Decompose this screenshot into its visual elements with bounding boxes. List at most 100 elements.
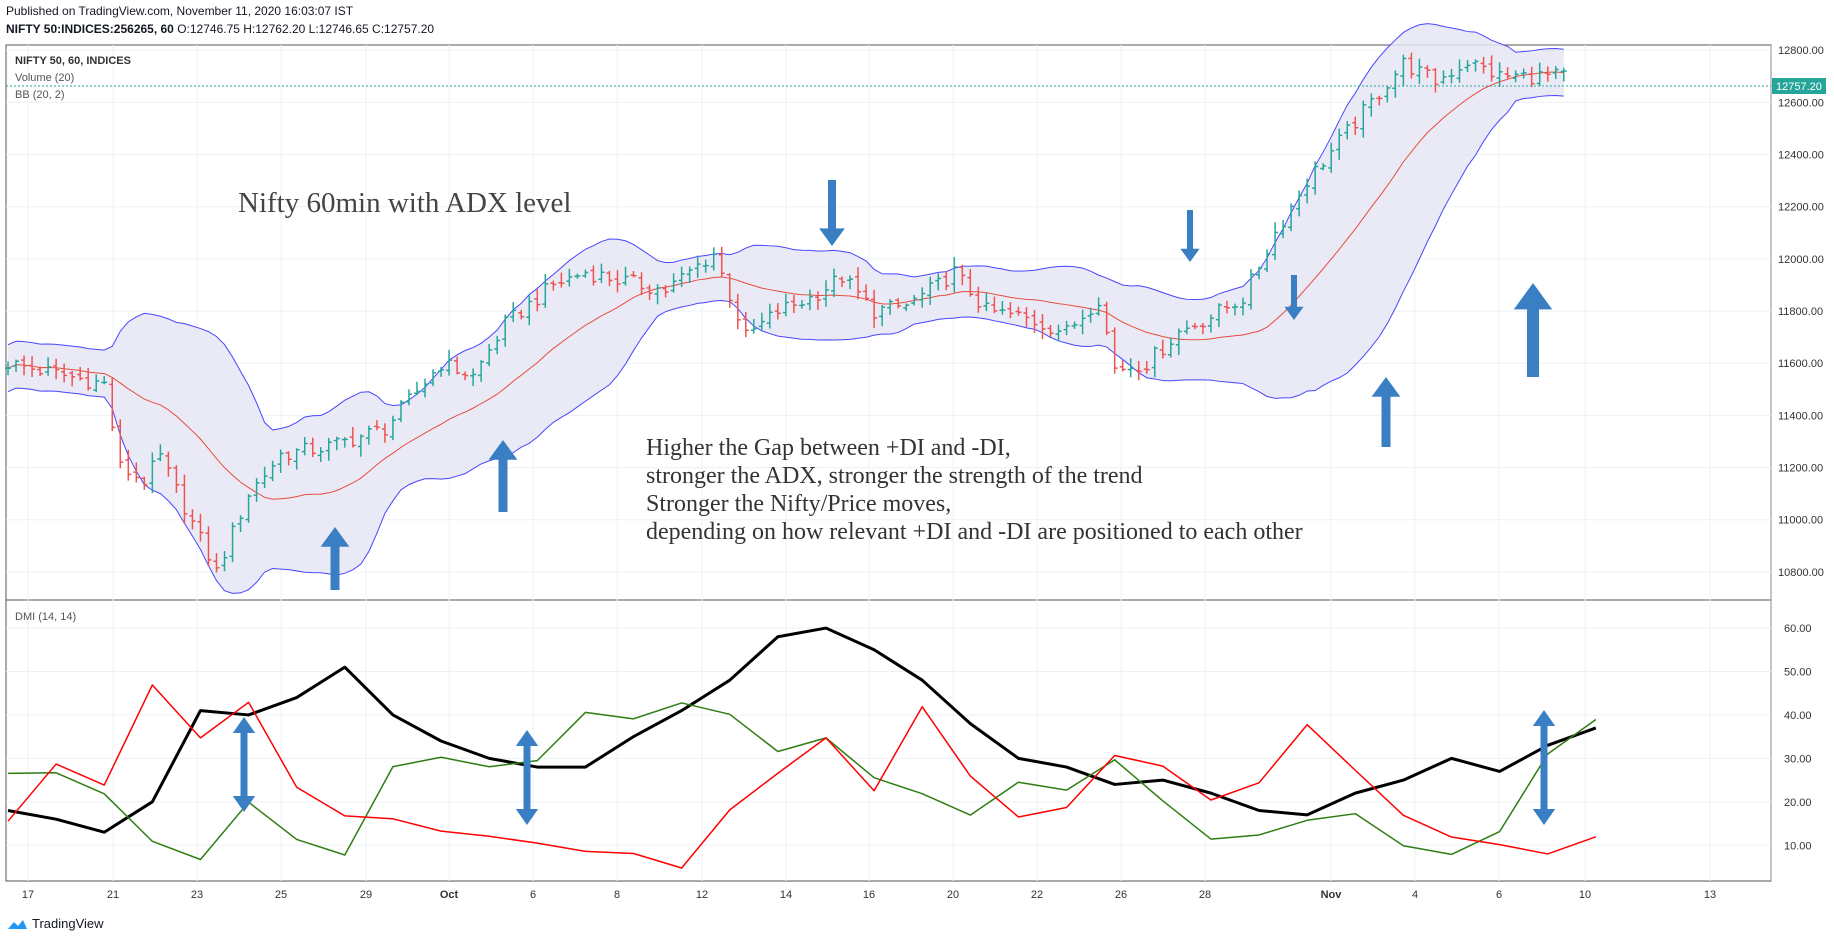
- ohlc-bar: [109, 377, 116, 432]
- ohlc-bar: [181, 474, 188, 525]
- double-arrow: [232, 717, 256, 812]
- ohlc-bar: [317, 447, 324, 463]
- price-tick-label: 11400.00: [1778, 410, 1823, 422]
- ohlc-bar: [1552, 66, 1559, 79]
- ohlc-bar: [157, 444, 164, 462]
- ohlc-bar: [365, 425, 372, 445]
- time-tick-label: 14: [780, 889, 792, 901]
- ohlc-bar: [53, 358, 60, 380]
- ohlc-bar: [566, 268, 573, 287]
- ohlc-bar: [855, 267, 862, 300]
- last-price-label: 12757.20: [1776, 81, 1822, 93]
- price-tick-label: 11200.00: [1778, 463, 1823, 475]
- ohlc-bar: [37, 366, 44, 377]
- ohlc-bar: [510, 302, 517, 322]
- ohlc-bar: [422, 378, 429, 398]
- ohlc-bar: [1119, 360, 1126, 372]
- time-tick-label: 10: [1579, 889, 1591, 901]
- ohlc-bar: [718, 246, 725, 278]
- double-arrow: [1532, 710, 1556, 825]
- bb-lower-line: [7, 95, 1564, 594]
- ohlc-bar: [614, 270, 621, 293]
- time-tick-label: 23: [191, 889, 203, 901]
- arrow-head: [1284, 306, 1304, 320]
- up-arrow: [1371, 377, 1401, 447]
- ohlc-bar: [598, 263, 605, 284]
- ohlc-bar: [911, 294, 918, 306]
- dmi-tick-label: 50.00: [1784, 667, 1812, 679]
- ohlc-bar: [1183, 320, 1190, 335]
- annotation-arrows: [232, 180, 1556, 825]
- ohlc-bar: [1520, 68, 1527, 79]
- ohlc-bar: [582, 269, 589, 278]
- ohlc-bar: [638, 272, 645, 296]
- price-tick-label: 11600.00: [1778, 358, 1823, 370]
- dmi-lines: [7, 626, 1597, 869]
- ohlc-bar: [1199, 323, 1206, 335]
- ohlc-bar: [1448, 68, 1455, 84]
- ohlc-bar: [1191, 322, 1198, 330]
- time-tick-label: 22: [1031, 889, 1043, 901]
- ohlc-bar: [750, 318, 757, 334]
- ohlc-bar: [389, 415, 396, 441]
- ohlc-bar: [502, 314, 509, 347]
- ohlc-bar: [710, 247, 717, 271]
- footer-brand: TradingView: [32, 916, 104, 931]
- ohlc-bar: [622, 266, 629, 286]
- ohlc-bar: [462, 371, 469, 381]
- price-tick-label: 12200.00: [1778, 202, 1824, 214]
- ohlc-bar: [1384, 85, 1391, 103]
- ohlc-bar: [702, 259, 709, 273]
- down-arrow: [1180, 210, 1200, 262]
- ohlc-bar: [847, 275, 854, 290]
- ohlc-bar: [381, 423, 388, 443]
- dmi-tick-label: 10.00: [1784, 840, 1812, 852]
- ohlc-bar: [646, 284, 653, 301]
- minus-di-line: [7, 684, 1597, 869]
- ohlc-bar: [935, 273, 942, 291]
- ohlc-bar: [686, 266, 693, 284]
- ohlc-bar: [606, 270, 613, 287]
- ohlc-bar: [1215, 303, 1222, 328]
- ohlc-bar: [959, 264, 966, 286]
- ohlc-bar: [1480, 56, 1487, 74]
- ohlc-bar: [558, 272, 565, 288]
- ohlc-bar: [373, 420, 380, 431]
- time-tick-label: 6: [530, 889, 536, 901]
- ohlc-bar: [1504, 67, 1511, 79]
- ohlc-bar: [125, 449, 132, 481]
- chart-annotation-title: Nifty 60min with ADX level: [238, 187, 571, 219]
- ohlc-bar: [1392, 70, 1399, 98]
- ohlc-bar: [534, 289, 541, 312]
- ohlc-bar: [1143, 361, 1150, 374]
- ohlc-bar: [1456, 59, 1463, 83]
- ohlc-bar: [413, 381, 420, 396]
- time-tick-label: 20: [947, 889, 959, 901]
- arrow-head: [1371, 377, 1401, 397]
- ohlc-bar: [357, 434, 364, 457]
- ohlc-bar: [5, 361, 11, 376]
- arrow-head: [1180, 248, 1200, 262]
- ohlc-bar: [197, 513, 204, 542]
- ohlc-bar: [438, 366, 445, 377]
- price-bars: [5, 52, 1567, 573]
- ohlc-bar: [349, 427, 356, 448]
- ohlc-bar: [1464, 59, 1471, 73]
- ohlc-bar: [1296, 190, 1303, 217]
- ohlc-bar: [1087, 307, 1094, 323]
- ohlc-bar: [494, 335, 501, 355]
- ohlc-bar: [277, 449, 284, 473]
- last-price-marker: 12757.20: [6, 78, 1826, 94]
- ohlc-bar: [149, 452, 156, 494]
- dmi-legend: DMI (14, 14): [15, 611, 76, 623]
- arrow-head-up: [1532, 710, 1556, 726]
- ohlc-bar: [919, 287, 926, 308]
- ohlc-bar: [1488, 55, 1495, 82]
- arrow-head: [1513, 283, 1553, 310]
- ohlc-bar: [726, 273, 733, 308]
- ohlc-bar: [85, 367, 92, 391]
- arrow-head: [819, 228, 845, 246]
- ohlc-bar: [822, 280, 829, 307]
- ohlc-bar: [269, 460, 276, 482]
